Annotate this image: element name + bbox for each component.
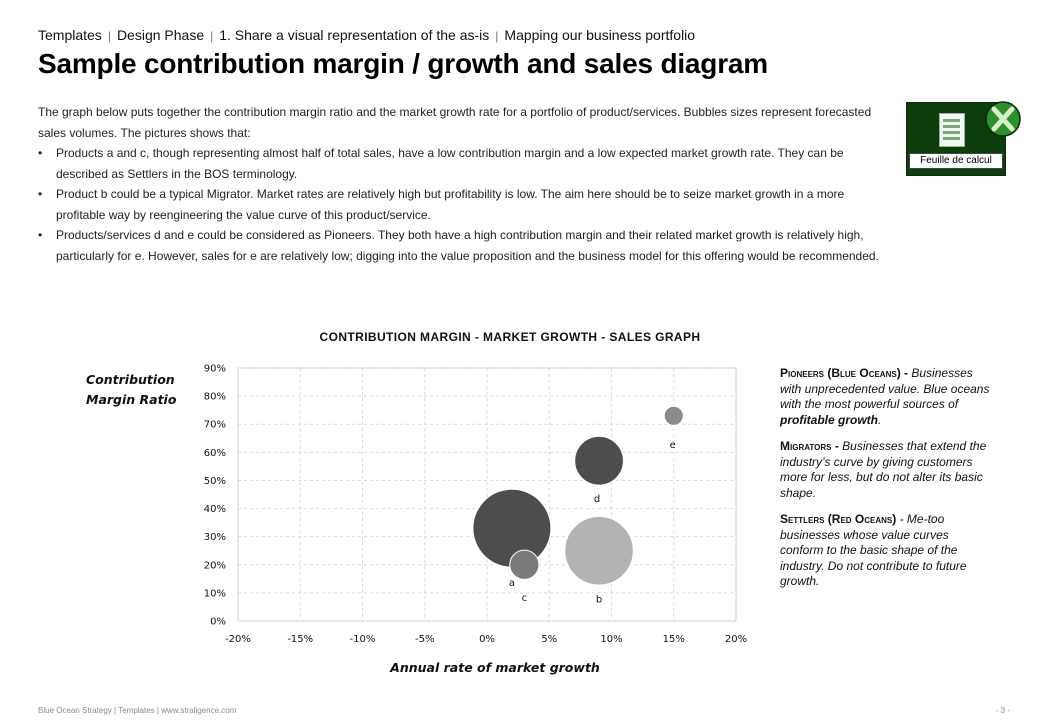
bubble-label: b [596,595,602,606]
bubble-label: d [594,494,600,505]
footer-source: Blue Ocean Strategy | Templates | www.st… [38,706,237,715]
legend-migrators-desc: Businesses that extend the industry’s cu… [780,439,987,500]
legend-pioneers: Pioneers (Blue Oceans) - Businesses with… [780,366,990,428]
x-tick-label: -5% [415,634,434,645]
legend-pioneers-end: . [878,412,882,427]
bubble-c [509,549,540,580]
legend-pioneers-desc: Businesses with unprecedented value. Blu… [780,366,990,411]
legend-settlers-desc: - Me-too businesses whose value curves c… [780,512,967,588]
breadcrumb-separator: | [495,29,499,43]
breadcrumb-item[interactable]: 1. Share a visual representation of the … [219,27,490,43]
y-tick-label: 90% [204,364,226,375]
footer-item: Templates [118,706,155,715]
footer-link[interactable]: www.straligence.com [161,706,237,715]
x-tick-label: 5% [541,634,557,645]
breadcrumb-item[interactable]: Templates [38,27,102,43]
bubble-a [472,488,552,568]
y-tick-label: 50% [204,476,226,487]
legend-migrators-title: Migrators - [780,439,839,453]
bubble-label: e [670,440,676,451]
legend-pioneers-emphasis: profitable growth [780,412,878,427]
intro-bullet-list: Products a and c, though representing al… [38,143,888,266]
y-tick-label: 10% [204,588,226,599]
legend-migrators: Migrators - Businesses that extend the i… [780,439,990,501]
y-tick-label: 20% [204,560,226,571]
bubble-d [574,435,624,486]
legend-settlers: Settlers (Red Oceans) - Me-too businesse… [780,512,990,590]
footer-item: Blue Ocean Strategy [38,706,112,715]
x-tick-label: 0% [479,634,495,645]
breadcrumb-item[interactable]: Design Phase [116,27,205,43]
y-tick-label: 80% [204,392,226,403]
x-tick-label: -10% [350,634,376,645]
breadcrumb: Templates | Design Phase | 1. Share a visual… [38,27,695,43]
x-tick-label: -20% [225,634,251,645]
y-tick-label: 0% [210,617,226,628]
x-tick-label: -15% [287,634,313,645]
intro-bullet: Products/services d and e could be consi… [38,225,888,266]
intro-bullet: Products a and c, though representing al… [38,143,888,184]
x-tick-label: 20% [725,634,747,645]
intro-bullet: Product b could be a typical Migrator. M… [38,184,888,225]
intro-text: The graph below puts together the contri… [38,102,888,266]
legend-pioneers-paren: (Blue Oceans) - [827,366,909,380]
chart-title: CONTRIBUTION MARGIN - MARKET GROWTH - SA… [319,330,701,344]
x-axis-label: Annual rate of market growth [390,660,600,675]
page-number: - 3 - [995,706,1010,715]
intro-paragraph: The graph below puts together the contri… [38,105,872,140]
y-axis-label: Contribution Margin Ratio [86,372,177,407]
y-tick-label: 40% [204,504,226,515]
y-tick-label: 60% [204,448,226,459]
y-tick-label: 30% [204,532,226,543]
y-tick-label: 70% [204,420,226,431]
legend-settlers-title: Settlers [780,512,825,526]
breadcrumb-separator: | [210,29,214,43]
bubble-label: c [522,593,528,604]
bubble-e [663,405,684,426]
legend-settlers-paren: (Red Oceans) [827,512,897,526]
quadrant-legend: Pioneers (Blue Oceans) - Businesses with… [780,366,990,601]
spreadsheet-label: Feuille de calcul [909,153,1003,169]
page-title: Sample contribution margin / growth and … [38,48,768,79]
excel-x-icon [985,101,1021,137]
x-tick-label: 10% [600,634,622,645]
spreadsheet-link[interactable]: Feuille de calcul [906,101,1021,176]
bubble-label: a [509,578,515,589]
x-tick-label: 15% [663,634,685,645]
legend-pioneers-title: Pioneers [780,366,825,380]
breadcrumb-item[interactable]: Mapping our business portfolio [504,27,696,43]
bubble-b [564,515,634,586]
spreadsheet-icon [939,113,965,147]
breadcrumb-separator: | [107,29,111,43]
